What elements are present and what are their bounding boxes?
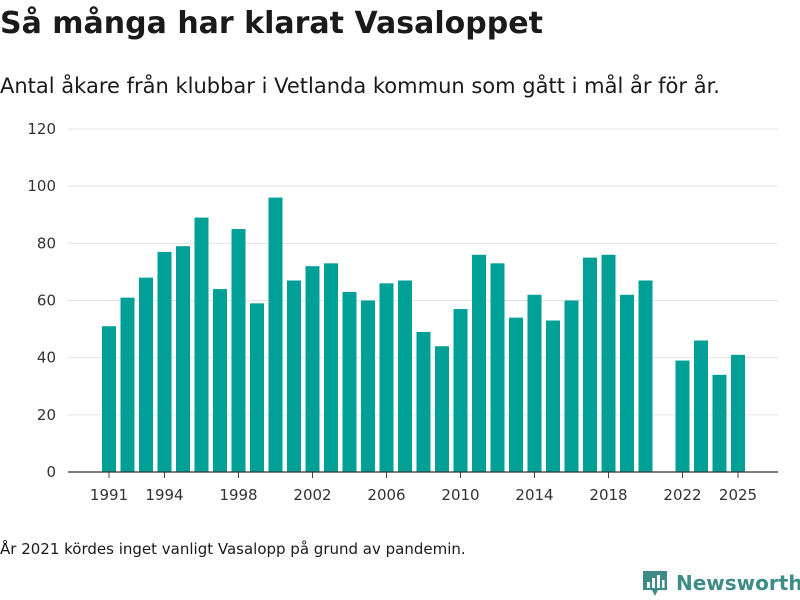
bar-2004 <box>342 291 357 472</box>
bar-2024 <box>712 374 727 472</box>
x-tick-label: 2010 <box>441 486 479 504</box>
bar-2010 <box>453 309 468 472</box>
y-tick-label: 100 <box>27 177 56 195</box>
bar-2000 <box>268 197 283 472</box>
newsworthy-logo[interactable]: Newsworthy <box>642 568 800 598</box>
y-tick-label: 20 <box>37 406 56 424</box>
x-tick-label: 2022 <box>663 486 701 504</box>
y-tick-label: 40 <box>37 349 56 367</box>
bars <box>102 197 745 472</box>
chart-subtitle: Antal åkare från klubbar i Vetlanda komm… <box>0 74 720 98</box>
brand-name: Newsworthy <box>676 571 800 595</box>
bar-2008 <box>416 331 431 472</box>
bar-1996 <box>194 217 209 472</box>
y-tick-label: 80 <box>37 234 56 252</box>
bar-2013 <box>509 317 523 472</box>
bar-2025 <box>731 354 745 472</box>
bar-2017 <box>583 257 597 472</box>
bar-2002 <box>305 266 320 472</box>
bar-2007 <box>398 280 412 472</box>
x-tick-label: 2002 <box>293 486 331 504</box>
bar-1994 <box>157 251 172 472</box>
y-tick-label: 0 <box>46 463 56 481</box>
x-tick-label: 2006 <box>367 486 405 504</box>
x-tick-label: 2018 <box>589 486 627 504</box>
bar-2019 <box>620 294 634 472</box>
bar-1999 <box>250 303 264 472</box>
y-axis-tick-labels: 0 20 40 60 80 100 120 <box>27 120 56 481</box>
x-axis-tick-labels: 1991 1994 1998 2002 2006 2010 2014 2018 2022 2025 <box>90 472 757 504</box>
bar-2012 <box>490 263 505 472</box>
chart-title: Så många har klarat Vasaloppet <box>0 6 543 41</box>
bar-2003 <box>324 263 338 472</box>
bar-2006 <box>379 283 394 472</box>
bar-1998 <box>231 229 246 472</box>
bar-2018 <box>601 254 616 472</box>
footnote: År 2021 kördes inget vanligt Vasalopp på… <box>0 540 466 558</box>
bar-1997 <box>213 289 227 472</box>
x-tick-label: 2014 <box>515 486 553 504</box>
newsworthy-logo-icon <box>643 571 667 596</box>
bar-2016 <box>564 300 579 472</box>
y-tick-label: 120 <box>27 120 56 138</box>
y-tick-label: 60 <box>37 292 56 310</box>
bar-chart: 0 20 40 60 80 100 120 1991 1994 1998 2002 2006 2010… <box>27 120 778 504</box>
bar-1993 <box>139 277 153 472</box>
bar-2009 <box>435 346 449 472</box>
x-tick-label: 1991 <box>90 486 128 504</box>
bar-2005 <box>361 300 375 472</box>
bar-1995 <box>176 246 190 472</box>
x-tick-label: 1998 <box>219 486 257 504</box>
bar-2014 <box>527 294 542 472</box>
x-tick-label: 1994 <box>145 486 183 504</box>
bar-2011 <box>472 254 486 472</box>
bar-1991 <box>102 326 116 472</box>
bar-2023 <box>694 340 708 472</box>
bar-2015 <box>546 320 560 472</box>
bar-2022 <box>675 360 690 472</box>
bar-1992 <box>120 297 135 472</box>
bar-2001 <box>287 280 301 472</box>
bar-2020 <box>638 280 653 472</box>
x-tick-label: 2025 <box>719 486 757 504</box>
